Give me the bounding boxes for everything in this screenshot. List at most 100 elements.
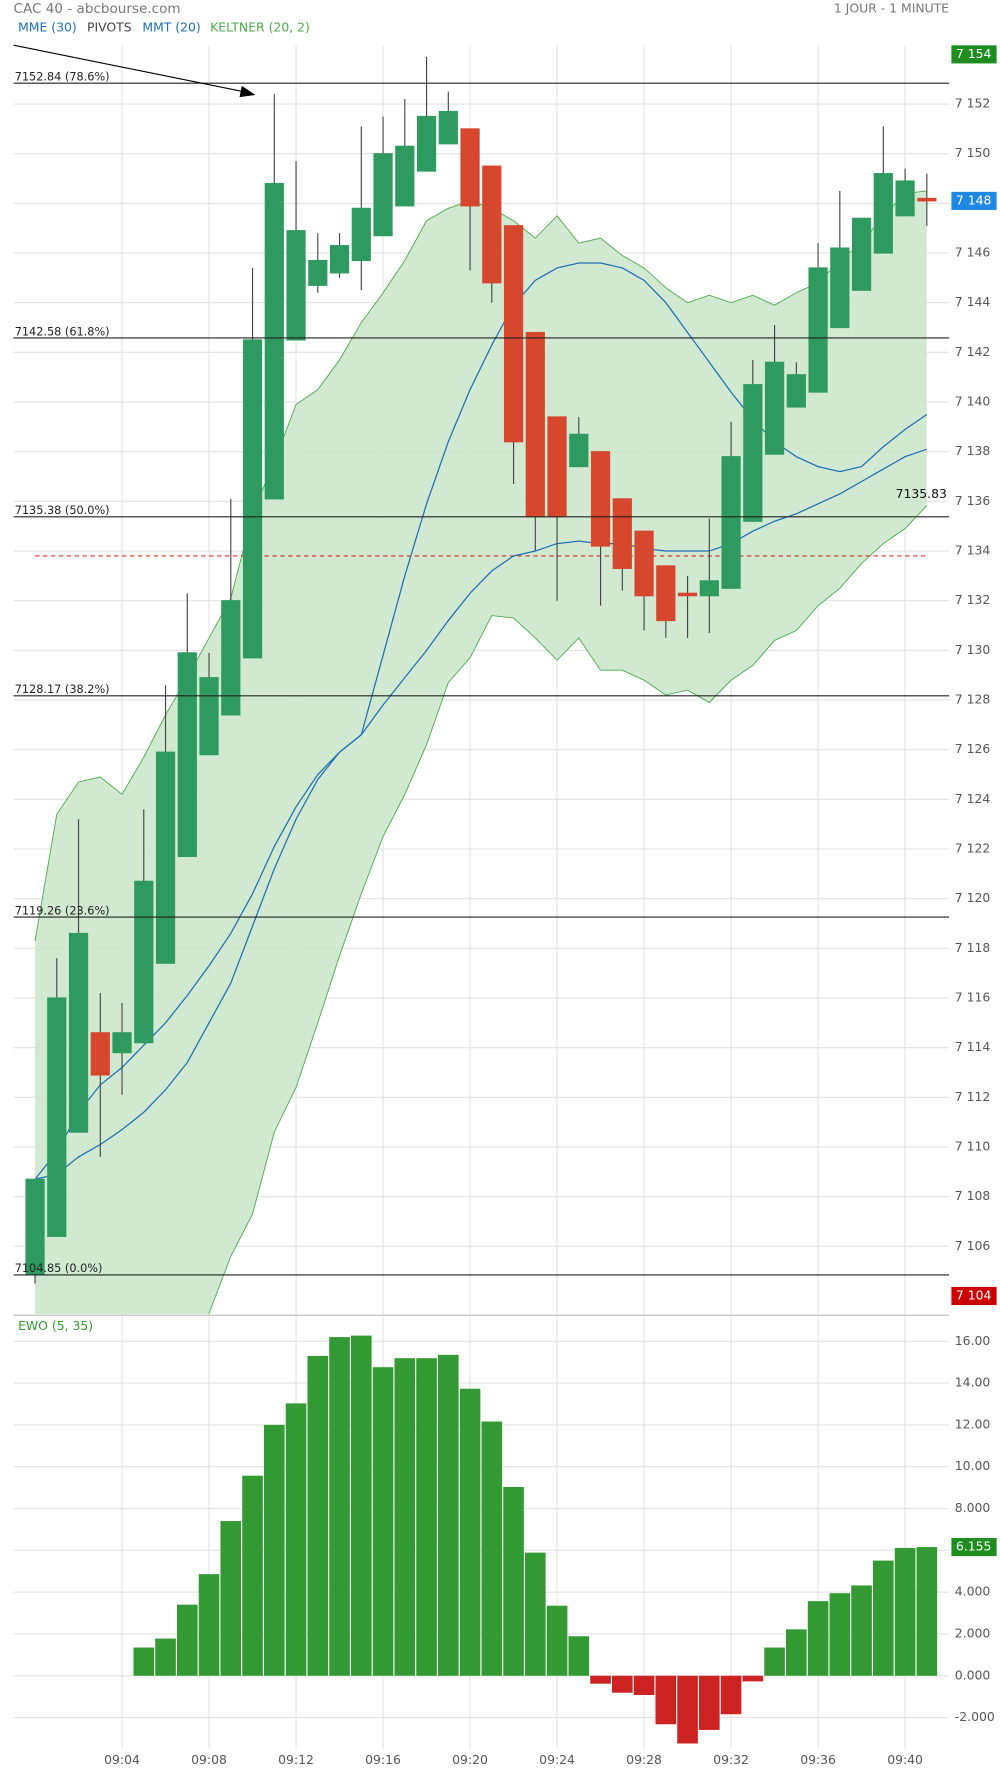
bar	[851, 1585, 872, 1676]
bar	[350, 1335, 372, 1676]
bar	[568, 1636, 590, 1676]
y-tick-label: 7 138	[955, 443, 991, 458]
candle-body	[677, 592, 698, 597]
candle-body	[786, 374, 806, 408]
x-tick-label: 09:24	[539, 1752, 575, 1767]
bar	[873, 1560, 894, 1676]
bar	[612, 1675, 633, 1693]
y-tick-label: -2.000	[955, 1709, 995, 1724]
candle-body	[917, 197, 937, 202]
candle-body	[569, 433, 589, 468]
x-tick-label: 09:32	[713, 1752, 749, 1767]
price-marker-label: 7 154	[956, 46, 992, 61]
y-tick-label: 7 118	[955, 940, 991, 955]
price-marker-box	[951, 191, 997, 210]
legend-item: MME (30)	[18, 20, 77, 35]
candle-body	[112, 1032, 132, 1054]
x-tick-label: 09:12	[278, 1752, 314, 1767]
y-tick-label: 7 140	[955, 394, 991, 409]
candle-body	[395, 145, 415, 207]
bar	[916, 1547, 938, 1676]
bar	[590, 1675, 611, 1684]
y-tick-label: 16.00	[955, 1333, 991, 1348]
bar	[786, 1629, 807, 1676]
price-marker-label: 7 148	[956, 192, 992, 207]
candle-body	[25, 1178, 45, 1276]
bar	[481, 1421, 503, 1676]
chart-title: CAC 40 - abcbourse.com	[14, 1, 181, 17]
y-tick-label: 14.00	[955, 1375, 991, 1390]
y-tick-label: 7 114	[955, 1039, 991, 1054]
y-tick-label: 7 128	[955, 692, 991, 707]
candle-body	[525, 331, 545, 517]
bar	[155, 1638, 176, 1676]
y-tick-label: 8.000	[955, 1500, 991, 1515]
pivot-label: 7104.85 (0.0%)	[15, 1262, 103, 1275]
candle-body	[590, 451, 611, 547]
y-tick-label: 7 144	[955, 294, 991, 309]
candle-body	[873, 173, 893, 254]
candle-body	[416, 115, 437, 172]
chart-subtitle: 1 JOUR - 1 MINUTE	[834, 1, 949, 16]
pivot-label: 7135.38 (50.0%)	[15, 504, 110, 517]
candle-body	[177, 652, 197, 858]
bar	[459, 1388, 481, 1676]
bar	[372, 1367, 394, 1676]
y-tick-label: 7 126	[955, 741, 991, 756]
legend-item: KELTNER (20, 2)	[210, 20, 310, 35]
y-tick-label: 7 110	[955, 1138, 991, 1153]
candle-body	[764, 361, 785, 455]
value-marker-label: 6.155	[956, 1539, 992, 1554]
y-tick-label: 4.000	[955, 1584, 991, 1599]
candle-body	[547, 416, 567, 517]
bar	[437, 1354, 459, 1676]
y-tick-label: 7 150	[955, 145, 991, 160]
candle-body	[308, 259, 328, 286]
candle-body	[612, 498, 632, 569]
x-tick-label: 09:16	[365, 1752, 401, 1767]
bar	[742, 1675, 764, 1682]
pivot-label: 7119.26 (23.6%)	[15, 904, 110, 917]
bar	[524, 1552, 546, 1676]
bar	[807, 1601, 829, 1676]
candle-body	[851, 217, 872, 291]
y-tick-label: 10.00	[955, 1458, 991, 1473]
x-tick-label: 09:28	[626, 1752, 662, 1767]
candle-body	[286, 230, 306, 341]
arrow-head	[239, 85, 256, 98]
bar	[764, 1647, 785, 1676]
price-panel	[13, 45, 950, 1315]
bar	[546, 1605, 568, 1676]
candle-body	[264, 182, 284, 500]
bar	[655, 1675, 677, 1725]
bar	[633, 1675, 655, 1695]
ewo-panel	[13, 1316, 950, 1750]
candle-body	[895, 180, 915, 217]
bar	[699, 1675, 720, 1730]
bar	[242, 1475, 263, 1676]
keltner-band	[35, 190, 927, 1315]
x-tick-label: 09:40	[887, 1752, 923, 1767]
candle-body	[90, 1032, 110, 1076]
y-tick-label: 7 146	[955, 245, 991, 260]
y-tick-label: 7 116	[955, 990, 991, 1005]
y-tick-label: 7 136	[955, 493, 991, 508]
keltner-lower	[208, 505, 928, 1315]
candle-body	[743, 384, 763, 522]
y-tick-label: 7 124	[955, 791, 991, 806]
candle-body	[373, 153, 393, 237]
bar	[503, 1486, 524, 1676]
candle-body	[634, 530, 654, 597]
panel-title: EWO (5, 35)	[18, 1318, 93, 1333]
x-tick-label: 09:08	[191, 1752, 227, 1767]
y-tick-label: 7 112	[955, 1089, 991, 1104]
candle-body	[329, 245, 350, 274]
bar	[329, 1337, 350, 1676]
bar	[829, 1593, 851, 1676]
y-tick-label: 12.00	[955, 1416, 991, 1431]
candle-body	[808, 267, 828, 393]
ma-line	[34, 448, 928, 1180]
candle-body	[503, 225, 524, 443]
annotation-arrow	[13, 44, 249, 94]
